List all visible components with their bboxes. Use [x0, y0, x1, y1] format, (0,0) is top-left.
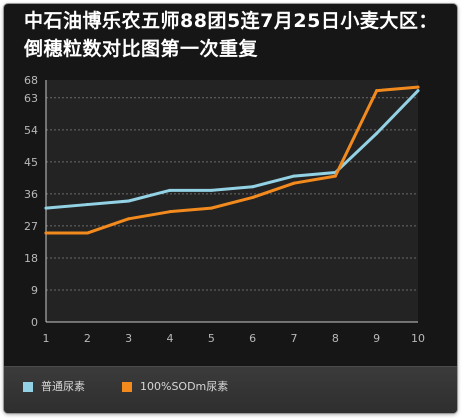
- data-point-2: [416, 85, 420, 89]
- x-tick-label: 4: [167, 332, 174, 345]
- x-tick-label: 3: [125, 332, 132, 345]
- data-point-1: [44, 206, 48, 210]
- y-tick-label: 0: [31, 316, 38, 329]
- x-tick-label: 1: [43, 332, 50, 345]
- x-tick-label: 6: [249, 332, 256, 345]
- data-point-2: [209, 206, 213, 210]
- chart-title: 中石油博乐农五师88团5连7月25日小麦大区：倒穗粒数对比图第一次重复: [24, 10, 438, 60]
- data-point-2: [85, 231, 89, 235]
- data-point-1: [168, 188, 172, 192]
- data-point-1: [209, 188, 213, 192]
- y-tick-label: 63: [24, 92, 38, 105]
- legend-swatch: [23, 382, 33, 392]
- legend-label: 普通尿素: [41, 380, 85, 393]
- data-point-2: [375, 89, 379, 93]
- legend-item: 普通尿素: [23, 381, 85, 393]
- legend-item: 100%SODm尿素: [122, 381, 228, 393]
- data-point-2: [168, 210, 172, 214]
- y-tick-label: 18: [24, 252, 38, 265]
- data-point-1: [127, 199, 131, 203]
- y-tick-label: 54: [24, 124, 38, 137]
- y-tick-label: 27: [24, 220, 38, 233]
- data-point-1: [85, 203, 89, 207]
- x-tick-label: 10: [411, 332, 425, 345]
- x-tick-label: 5: [208, 332, 215, 345]
- series-line-2: [44, 85, 420, 235]
- y-tick-label: 9: [31, 284, 38, 297]
- data-point-1: [375, 131, 379, 135]
- x-tick-label: 2: [84, 332, 91, 345]
- chart-panel: 中石油博乐农五师88团5连7月25日小麦大区：倒穗粒数对比图第一次重复 0 9 18…: [4, 4, 457, 413]
- plot-area: [46, 80, 418, 322]
- y-tick-label: 68: [24, 74, 38, 87]
- x-tick-label: 7: [291, 332, 298, 345]
- y-tick-label: 45: [24, 156, 38, 169]
- data-point-1: [416, 89, 420, 93]
- data-point-1: [251, 185, 255, 189]
- x-tick-label: 8: [332, 332, 339, 345]
- chart-legend: 普通尿素 100%SODm尿素: [4, 366, 457, 413]
- data-point-2: [127, 217, 131, 221]
- legend-label: 100%SODm尿素: [140, 380, 229, 393]
- data-point-2: [292, 181, 296, 185]
- data-point-1: [292, 174, 296, 178]
- data-point-2: [251, 195, 255, 199]
- y-tick-label: 36: [24, 188, 38, 201]
- series-line-1: [44, 89, 420, 210]
- legend-swatch: [122, 382, 132, 392]
- data-point-2: [44, 231, 48, 235]
- x-tick-label: 9: [373, 332, 380, 345]
- data-point-2: [333, 174, 337, 178]
